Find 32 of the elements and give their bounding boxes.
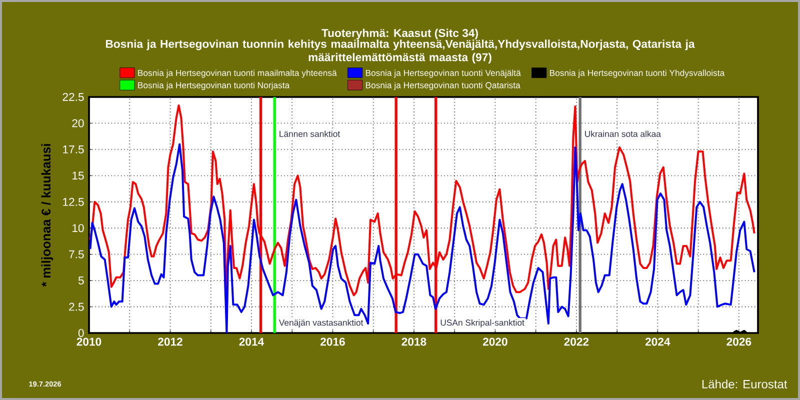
x-tick-label: 2012 xyxy=(158,338,182,346)
y-tick-label: 2.5 xyxy=(69,302,84,311)
chart-title: Tuoteryhmä: Kaasut (Sitc 34) xyxy=(322,28,478,40)
x-tick-label: 2022 xyxy=(564,338,589,346)
x-tick-label: 2024 xyxy=(645,338,670,346)
y-tick-label: 17.5 xyxy=(63,145,84,154)
x-tick-label: 2026 xyxy=(726,338,752,346)
y-tick-label: 12.5 xyxy=(63,198,84,206)
x-tick-label: 2016 xyxy=(320,338,345,346)
legend-label: Bosnia ja Hertsegovinan tuonti Qatarista xyxy=(366,82,520,90)
legend-label: Bosnia ja Hertsegovinan tuonti maailmalta yhteensä xyxy=(138,70,337,78)
chart-subtitle: Bosnia ja Hertsegovinan tuonnin kehitys maailmalta yhteensä,Venäjältä,Yhdysvalloista,Norjasta, Qatarista ja määrittelemättömästä maasta (97) xyxy=(106,40,695,64)
y-tick-label: 10 xyxy=(72,224,84,232)
x-tick-label: 2010 xyxy=(76,338,102,346)
y-tick-label: 5 xyxy=(78,276,84,284)
x-tick-label: 2018 xyxy=(402,338,426,346)
y-axis-title: * miljoonaa € / kuukausi xyxy=(41,144,54,287)
y-tick-label: 15 xyxy=(72,172,84,180)
x-tick-label: 2014 xyxy=(239,338,264,346)
y-tick-label: 0 xyxy=(78,328,84,338)
y-tick-label: 20 xyxy=(72,119,84,128)
x-tick-label: 2020 xyxy=(482,338,508,346)
ref-line-label: Ukrainan sota alkaa xyxy=(585,130,661,137)
ref-line-label: Venäjän vastasanktiot xyxy=(278,319,364,328)
y-tick-label: 7.5 xyxy=(69,250,84,258)
ref-line-label: Lännen sanktiot xyxy=(280,130,340,137)
legend-label: Bosnia ja Hertsegovinan tuonti Venäjältä xyxy=(366,70,521,78)
legend-label: Bosnia ja Hertsegovinan tuonti Yhdysvalloista xyxy=(550,70,725,78)
y-tick-label: 22.5 xyxy=(62,92,84,102)
legend-label: Bosnia ja Hertsegovinan tuonti Norjasta xyxy=(138,82,290,90)
text: Lähde: Eurostat xyxy=(702,380,788,388)
ref-line-label: USAn Skripal-sanktiot xyxy=(440,319,524,328)
